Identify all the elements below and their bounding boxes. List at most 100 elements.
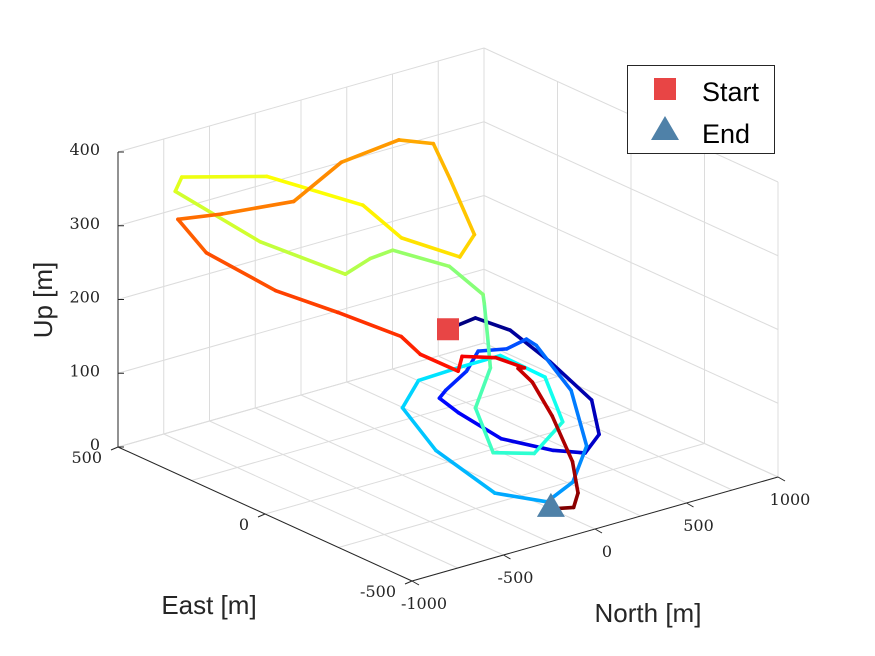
trajectory-segment — [473, 316, 512, 333]
trajectory-segment — [494, 355, 527, 370]
trajectory-segment — [447, 264, 485, 297]
trajectory-segment — [431, 141, 452, 181]
up-tick-label: 300 — [69, 214, 100, 233]
trajectory-segment — [173, 189, 263, 244]
start-marker — [437, 318, 459, 341]
north-tick-mark — [503, 554, 511, 560]
trajectory-segment — [493, 491, 549, 504]
trajectory-segment — [476, 347, 509, 353]
trajectory-segment — [550, 414, 575, 464]
floor-grid-line — [264, 409, 632, 515]
legend: Start End — [627, 65, 775, 154]
trajectory-segment — [491, 450, 537, 456]
trajectory-segment — [571, 491, 580, 510]
trajectory-segment — [291, 160, 344, 204]
trajectory-segment — [456, 410, 504, 441]
axis-grid — [117, 47, 779, 582]
up-tick-label: 200 — [69, 288, 100, 307]
trajectory-segment — [400, 378, 421, 410]
trajectory-segment — [434, 448, 497, 495]
trajectory-segment — [448, 177, 477, 237]
trajectory-segment — [543, 375, 565, 424]
trajectory-segment — [547, 359, 594, 402]
trajectory-segment — [482, 301, 490, 340]
side-wall-grid-line — [483, 195, 779, 330]
trajectory-segment — [456, 354, 464, 373]
north-tick-label: 0 — [602, 542, 612, 561]
up-axis-label: Up [m] — [28, 262, 58, 339]
trajectory-segment — [530, 380, 555, 418]
side-wall-grid-line — [483, 342, 779, 478]
floor-grid-line — [338, 443, 705, 548]
legend-start-label: Start — [702, 77, 760, 107]
trajectory-segment — [273, 288, 340, 315]
trajectory-segment — [400, 406, 438, 453]
trajectory-segment — [173, 175, 184, 194]
back-wall-grid-line — [117, 268, 485, 374]
trajectory-segment — [368, 248, 395, 261]
trajectory-segment — [589, 398, 601, 437]
north-tick-label: 1000 — [770, 490, 811, 509]
end-marker — [536, 492, 565, 517]
east-tick-label: -500 — [360, 582, 396, 601]
north-tick-label: -500 — [498, 568, 534, 587]
north-tick-label: -1000 — [401, 594, 447, 613]
trajectory-segment — [264, 174, 365, 207]
trajectory-segment — [583, 432, 601, 455]
trajectory-segment — [335, 310, 404, 339]
legend-end-label: End — [702, 119, 750, 149]
trajectory-segment — [176, 217, 209, 255]
side-wall-grid-line — [483, 268, 779, 404]
up-tick-label: 0 — [90, 435, 100, 454]
trajectory-segment — [437, 396, 461, 415]
trajectory-segment — [176, 212, 224, 222]
trajectory-segment — [443, 369, 469, 393]
floor-grid-line — [191, 376, 558, 481]
start-end-markers — [437, 318, 565, 517]
axis-lines — [110, 151, 786, 586]
trajectory-segment — [504, 337, 529, 351]
up-tick-label: 100 — [69, 361, 100, 380]
trajectory-segment — [179, 174, 269, 179]
trajectory-segment — [361, 203, 404, 240]
trajectory-segment — [390, 248, 452, 269]
side-wall-grid-line — [483, 121, 779, 257]
trajectory-segment — [473, 366, 493, 410]
north-axis-label: North [m] — [595, 598, 702, 628]
east-axis-label: East [m] — [161, 590, 256, 620]
trajectory-segment — [473, 406, 495, 455]
trajectory-line — [173, 138, 601, 511]
trajectory-segment — [220, 199, 296, 216]
back-wall-grid-line — [117, 121, 485, 227]
north-tick-mark — [594, 528, 603, 534]
legend-start-square-marker — [654, 78, 676, 100]
trajectory-segment — [524, 337, 539, 348]
trajectory-segment — [204, 250, 278, 293]
trajectory-segment — [569, 388, 589, 448]
trajectory-segment — [399, 334, 423, 357]
legend-end-triangle-marker — [651, 116, 679, 140]
north-tick-label: 500 — [683, 516, 714, 535]
east-tick-label: 0 — [239, 515, 249, 534]
trajectory-segment — [339, 138, 401, 165]
trajectory-segment — [516, 366, 535, 384]
trajectory-segment — [258, 240, 348, 276]
north-tick-mark — [411, 580, 420, 586]
back-wall-grid-line — [117, 47, 485, 153]
trajectory-segment — [499, 436, 555, 453]
up-tick-label: 400 — [69, 140, 100, 159]
east-tick-mark — [404, 580, 413, 585]
trajectory-segment — [396, 138, 436, 146]
back-wall-grid-line — [117, 342, 485, 448]
trajectory-segment — [464, 349, 480, 373]
trajectory-segment — [343, 256, 372, 276]
trajectory-segment — [485, 336, 493, 370]
trajectory-segment — [570, 459, 580, 495]
east-tick-mark — [110, 446, 119, 451]
trajectory-segment — [534, 343, 573, 393]
north-tick-mark — [777, 476, 786, 482]
trajectory-segment — [460, 354, 498, 360]
trajectory-segment — [418, 352, 460, 373]
